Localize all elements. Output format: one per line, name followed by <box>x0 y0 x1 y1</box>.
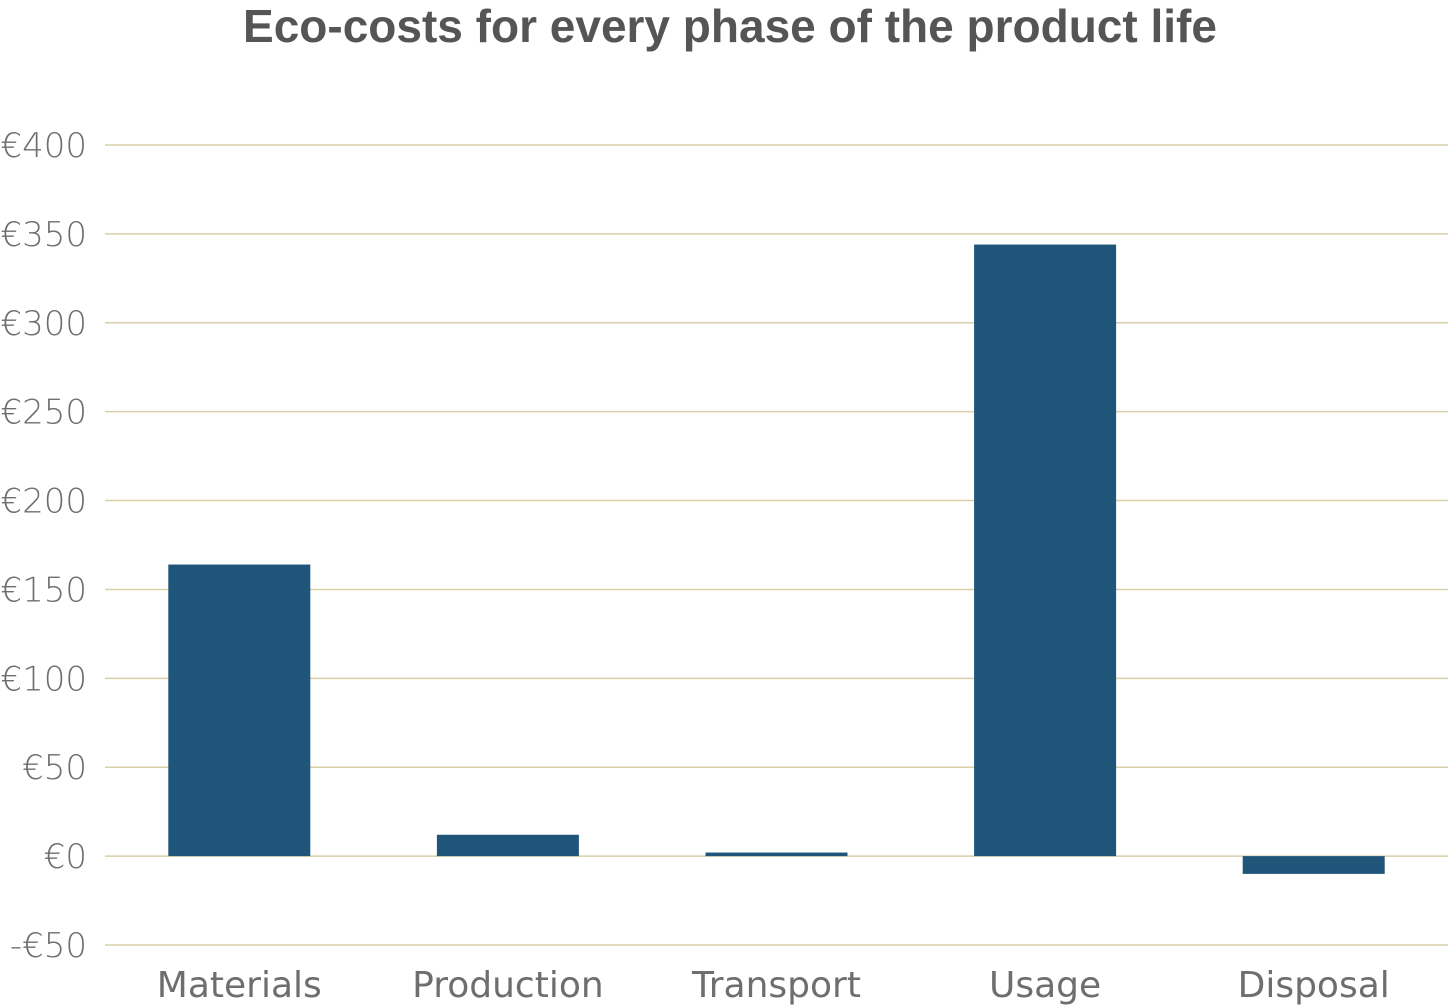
x-category-label: Usage <box>989 965 1101 1006</box>
y-tick-label: €100 <box>0 659 87 699</box>
y-tick-label: €300 <box>0 304 87 344</box>
y-tick-label: €50 <box>22 748 87 788</box>
bar-usage <box>974 244 1117 857</box>
x-category-label: Production <box>412 965 604 1006</box>
y-tick-label: €250 <box>0 393 87 433</box>
bar-production <box>436 834 579 857</box>
y-tick-label: -€50 <box>10 926 87 966</box>
bar-transport <box>705 852 848 857</box>
y-tick-label: €350 <box>0 215 87 255</box>
y-tick-label: €400 <box>0 126 87 166</box>
x-category-label: Disposal <box>1238 965 1390 1006</box>
bar-materials <box>168 564 311 857</box>
x-axis-category-labels: Materials Production Transport Usage Disposa… <box>157 965 1390 1006</box>
y-tick-label: €200 <box>0 482 87 522</box>
bar-disposal <box>1242 856 1385 874</box>
y-tick-label: €150 <box>0 570 87 610</box>
y-tick-label: €0 <box>44 837 87 877</box>
bars <box>168 244 1385 874</box>
y-axis-tick-labels: €400 €350 €300 €250 €200 €150 €100 €50 €0 -€50 <box>0 126 87 966</box>
x-category-label: Transport <box>691 965 861 1006</box>
x-category-label: Materials <box>157 965 322 1006</box>
chart-title: Eco-costs for every phase of the product… <box>243 0 1217 52</box>
